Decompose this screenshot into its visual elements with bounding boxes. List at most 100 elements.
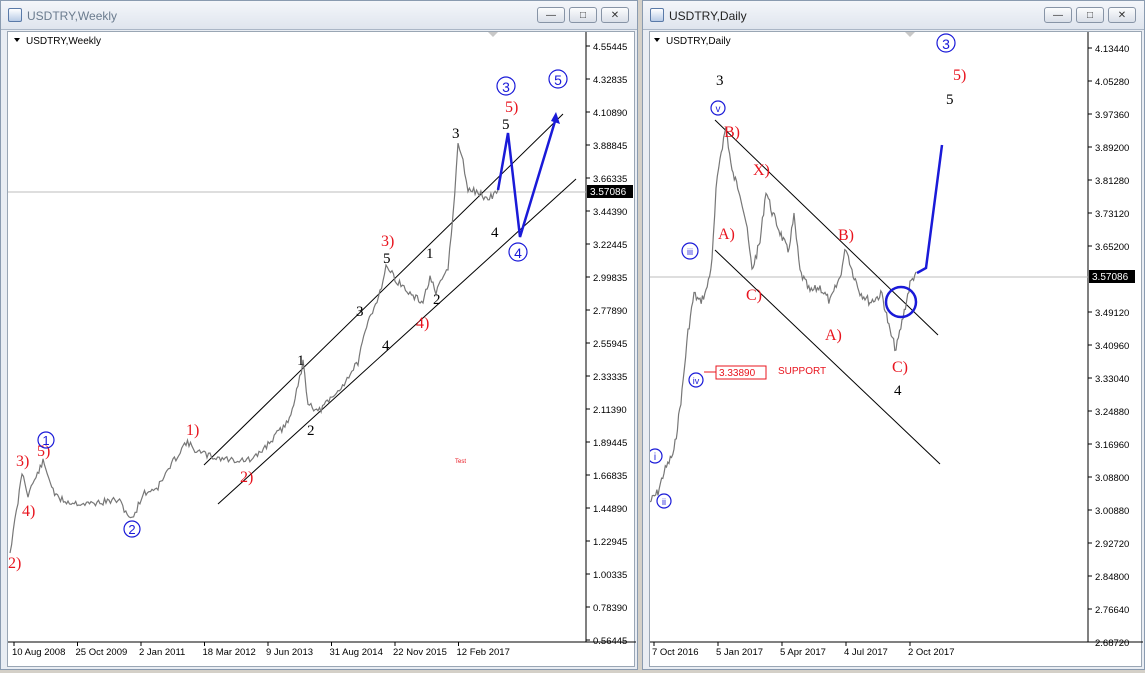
title-bar[interactable]: USDTRY,Daily — □ ✕ (643, 1, 1144, 30)
weekly-chart[interactable]: 3.57086 USDTRY,Weekly 4.55445 4.32835 4.10… (7, 31, 636, 667)
price-series (9, 143, 499, 554)
time-tick-label: 5 Jan 2017 (716, 647, 763, 658)
label-black-3: 3 (356, 304, 364, 320)
label-red-1: 1) (186, 422, 199, 439)
label-red-C2: C) (892, 359, 908, 376)
support-value: 3.33890 (719, 368, 756, 379)
daily-chart-window[interactable]: USDTRY,Daily — □ ✕ 3.57086 USDTRY,Daily … (642, 0, 1145, 670)
label-red-4: 4) (22, 503, 35, 520)
label-red-5b: 5) (505, 99, 518, 116)
svg-text:iii: iii (687, 247, 693, 257)
title-bar[interactable]: USDTRY,Weekly — □ ✕ (1, 1, 637, 30)
price-tag-box (587, 185, 633, 198)
time-tick-label: 10 Aug 2008 (12, 647, 65, 658)
daily-chart-svg: 3.57086 USDTRY,Daily 4.13440 4.05280 3.973… (647, 32, 1143, 658)
label-circle-3: 3 (936, 33, 956, 53)
label-red-4b: 4) (416, 315, 429, 332)
time-tick-label: 5 Apr 2017 (780, 647, 826, 658)
weekly-chart-svg: 3.57086 USDTRY,Weekly 4.55445 4.32835 4.10… (8, 32, 636, 658)
price-tick-label: 2.55945 (593, 339, 627, 350)
time-axis-ticks: 7 Oct 2016 5 Jan 2017 5 Apr 2017 4 Jul 2017… (652, 642, 954, 658)
price-tick-label: 3.44390 (593, 207, 627, 218)
price-tick-label: 3.24880 (1095, 407, 1129, 418)
label-black-1: 1 (297, 353, 305, 369)
price-tick-label: 0.56445 (593, 636, 627, 647)
label-red-5: 5) (37, 443, 50, 460)
channel-lower-line (714, 249, 941, 465)
close-button[interactable]: ✕ (601, 7, 629, 23)
time-tick-label: 2 Oct 2017 (908, 647, 954, 658)
minimize-button[interactable]: — (537, 7, 565, 23)
label-black-4: 4 (894, 383, 902, 399)
price-tick-label: 2.77890 (593, 306, 627, 317)
svg-text:5: 5 (554, 72, 562, 88)
price-tick-label: 3.33040 (1095, 374, 1129, 385)
price-tick-label: 0.78390 (593, 603, 627, 614)
label-red-3b: 3) (381, 233, 394, 250)
time-tick-label: 22 Nov 2015 (393, 647, 447, 658)
price-tick-label: 4.32835 (593, 75, 627, 86)
weekly-chart-window[interactable]: USDTRY,Weekly — □ ✕ 3.57086 USDTRY,Weekl… (0, 0, 638, 670)
maximize-button[interactable]: □ (569, 7, 597, 23)
price-tick-label: 1.89445 (593, 438, 627, 449)
close-button[interactable]: ✕ (1108, 7, 1136, 23)
price-tick-label: 3.00880 (1095, 506, 1129, 517)
label-circle-2: 2 (123, 520, 141, 538)
label-circle-ii: ii (656, 493, 672, 509)
label-red-A: A) (718, 226, 735, 243)
price-tick-label: 3.73120 (1095, 209, 1129, 220)
price-tick-label: 2.68720 (1095, 638, 1129, 649)
projection-path (916, 144, 944, 275)
label-circle-5: 5 (548, 69, 568, 89)
price-tick-label: 3.40960 (1095, 341, 1129, 352)
time-tick-label: 4 Jul 2017 (844, 647, 888, 658)
label-red-B2: B) (838, 227, 854, 244)
time-tick-label: 25 Oct 2009 (76, 647, 128, 658)
svg-text:ii: ii (662, 497, 666, 507)
dropdown-arrow-icon[interactable] (654, 38, 660, 42)
price-tag-box (1089, 270, 1135, 283)
price-tick-label: 3.89200 (1095, 143, 1129, 154)
support-value-box (715, 365, 767, 380)
price-tick-label: 2.33335 (593, 372, 627, 383)
price-tick-label: 3.22445 (593, 240, 627, 251)
chart-window-icon (8, 8, 22, 22)
label-black-5b: 5 (502, 117, 510, 133)
label-red-3: 3) (16, 453, 29, 470)
label-black-1b: 1 (426, 246, 434, 262)
label-circle-3: 3 (496, 76, 516, 96)
label-circle-i: i (647, 448, 663, 464)
shift-marker-icon (488, 32, 498, 37)
minimize-button[interactable]: — (1044, 7, 1072, 23)
maximize-button[interactable]: □ (1076, 7, 1104, 23)
price-tick-label: 4.05280 (1095, 77, 1129, 88)
price-tick-label: 3.66335 (593, 174, 627, 185)
breakout-circle (884, 285, 918, 319)
price-tick-label: 3.08800 (1095, 473, 1129, 484)
label-black-3: 3 (716, 73, 724, 89)
time-tick-label: 7 Oct 2016 (652, 647, 698, 658)
projection-arrow-icon (551, 112, 560, 124)
price-tick-label: 2.76640 (1095, 605, 1129, 616)
window-title: USDTRY,Daily (669, 9, 747, 23)
label-circle-4: 4 (508, 242, 528, 262)
symbol-label: USDTRY,Daily (666, 36, 731, 47)
price-axis-ticks: 4.55445 4.32835 4.10890 3.88845 3.66335 3.443… (586, 42, 627, 647)
svg-text:4: 4 (514, 245, 522, 261)
chart-window-icon (650, 8, 664, 22)
price-tag: 3.57086 (1092, 272, 1129, 283)
svg-text:v: v (716, 104, 721, 115)
time-tick-label: 2 Jan 2011 (139, 647, 185, 658)
label-black-5: 5 (946, 92, 954, 108)
price-tick-label: 1.22945 (593, 537, 627, 548)
label-black-4b: 4 (491, 225, 499, 241)
price-tick-label: 3.65200 (1095, 242, 1129, 253)
price-tick-label: 1.00335 (593, 570, 627, 581)
dropdown-arrow-icon[interactable] (14, 38, 20, 42)
daily-chart[interactable]: 3.57086 USDTRY,Daily 4.13440 4.05280 3.973… (647, 31, 1143, 667)
label-red-B: B) (724, 124, 740, 141)
time-axis-ticks: 10 Aug 2008 25 Oct 2009 2 Jan 2011 18 Mar 2… (12, 642, 510, 658)
price-tick-label: 3.81280 (1095, 176, 1129, 187)
price-tag: 3.57086 (590, 187, 627, 198)
label-red-C: C) (746, 287, 762, 304)
